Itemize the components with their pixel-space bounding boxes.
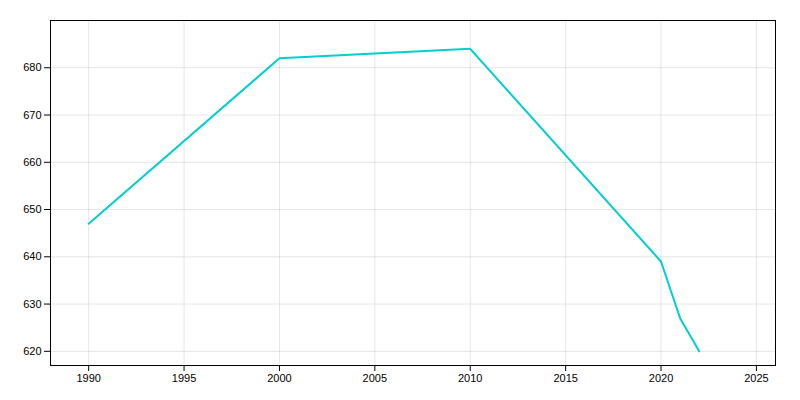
svg-text:1995: 1995 [172, 372, 196, 384]
svg-text:640: 640 [23, 250, 41, 262]
svg-text:680: 680 [23, 61, 41, 73]
svg-text:630: 630 [23, 298, 41, 310]
svg-text:660: 660 [23, 156, 41, 168]
svg-text:670: 670 [23, 109, 41, 121]
svg-text:2025: 2025 [744, 372, 768, 384]
svg-text:2005: 2005 [363, 372, 387, 384]
svg-text:2015: 2015 [553, 372, 577, 384]
svg-text:2010: 2010 [458, 372, 482, 384]
svg-text:650: 650 [23, 203, 41, 215]
svg-text:620: 620 [23, 345, 41, 357]
svg-text:1990: 1990 [76, 372, 100, 384]
svg-text:2020: 2020 [649, 372, 673, 384]
svg-text:2000: 2000 [267, 372, 291, 384]
